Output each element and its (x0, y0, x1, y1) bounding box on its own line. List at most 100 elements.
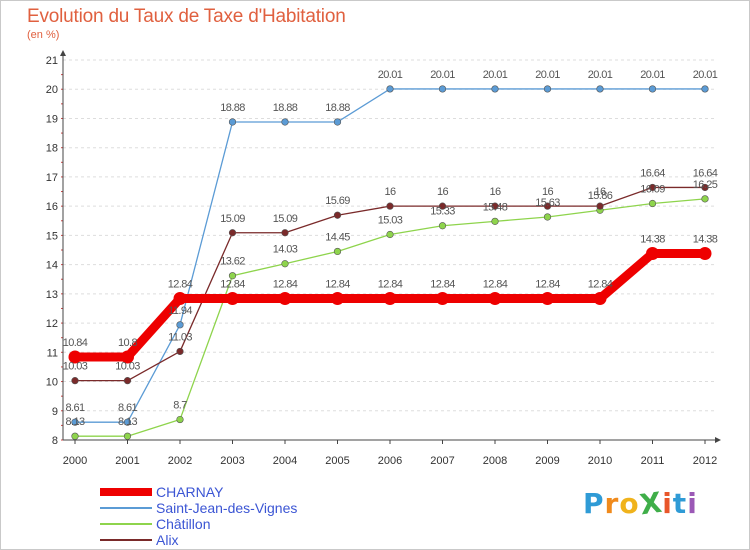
y-tick-label: 20 (46, 84, 58, 96)
data-point (543, 85, 552, 93)
y-tick-label: 10 (46, 377, 58, 389)
data-label: 15.48 (483, 201, 508, 213)
data-label: 10.8 (118, 337, 137, 349)
data-label: 20.01 (483, 69, 508, 81)
data-point (596, 202, 604, 210)
data-label: 10.03 (115, 361, 140, 373)
data-label: 20.01 (693, 69, 718, 81)
data-label: 15.63 (535, 197, 560, 209)
x-tick-label: 2006 (378, 455, 402, 467)
data-label: 12.84 (535, 279, 560, 291)
data-label: 16 (437, 186, 449, 198)
data-label: 16 (594, 186, 606, 198)
data-label: 15.86 (588, 190, 613, 202)
x-tick-label: 2005 (325, 455, 349, 467)
data-point (648, 183, 657, 192)
data-point (333, 118, 342, 126)
data-point (543, 202, 552, 210)
series-line-saint-jean-des-vignes (74, 88, 706, 423)
data-label: 16.09 (640, 184, 665, 196)
x-axis-arrow (715, 437, 721, 443)
data-label: 15.09 (273, 213, 298, 225)
data-point (701, 195, 709, 203)
data-label: 14.03 (273, 244, 298, 256)
data-point (176, 415, 184, 424)
data-point (278, 292, 292, 306)
legend-label: Alix (156, 532, 179, 548)
data-point (281, 260, 289, 268)
data-label: 13.62 (220, 256, 245, 268)
data-point (281, 229, 289, 237)
data-label: 20.01 (588, 69, 613, 81)
data-point (176, 321, 184, 329)
y-tick-label: 19 (46, 113, 58, 125)
logo-letter: P (583, 487, 605, 520)
data-point (71, 377, 79, 385)
data-label: 20.01 (640, 69, 665, 81)
data-point (488, 292, 502, 306)
y-tick-label: 12 (46, 318, 58, 330)
x-tick-label: 2010 (588, 455, 612, 467)
y-tick-label: 13 (46, 289, 58, 301)
data-label: 12.84 (588, 279, 613, 291)
logo-letter: i (662, 487, 673, 520)
data-point (176, 347, 184, 356)
y-tick-label: 9 (52, 406, 58, 418)
y-tick-label: 16 (46, 201, 58, 213)
data-label: 15.33 (430, 206, 455, 218)
data-point (438, 85, 447, 93)
data-label: 14.45 (325, 231, 350, 243)
data-label: 10.03 (63, 361, 88, 373)
data-point (331, 292, 344, 306)
logo-letter: t (672, 487, 688, 520)
x-tick-label: 2004 (273, 455, 297, 467)
data-label: 11.03 (168, 331, 192, 343)
data-label: 16 (489, 186, 501, 198)
data-label: 8.61 (65, 402, 84, 414)
data-point (491, 85, 499, 93)
data-label: 12.84 (430, 279, 455, 291)
data-point (491, 217, 499, 225)
data-point (281, 118, 289, 126)
data-label: 18.88 (273, 102, 298, 114)
data-label: 12.84 (483, 279, 508, 291)
x-tick-label: 2000 (63, 455, 87, 467)
x-tick-label: 2002 (168, 455, 192, 467)
y-tick-label: 8 (52, 435, 58, 447)
x-tick-label: 2011 (641, 455, 665, 467)
data-label: 12.84 (378, 279, 403, 291)
y-tick-label: 15 (46, 230, 58, 242)
data-label: 20.01 (535, 69, 560, 81)
data-label: 16.25 (693, 179, 718, 191)
logo-letter: o (619, 487, 640, 520)
data-point (333, 211, 342, 219)
legend-swatch (100, 523, 152, 525)
data-point (71, 418, 79, 426)
data-point (593, 292, 607, 306)
legend-swatch (100, 488, 152, 496)
data-point (648, 85, 657, 93)
x-tick-label: 2007 (430, 455, 454, 467)
data-point (646, 247, 659, 261)
data-label: 8.13 (65, 416, 84, 428)
data-label: 14.38 (693, 234, 718, 246)
data-point (541, 292, 554, 306)
data-point (543, 213, 552, 221)
data-label: 12.84 (220, 279, 245, 291)
data-point (123, 432, 132, 440)
data-point (436, 292, 449, 306)
data-point (226, 292, 239, 306)
data-point (228, 118, 237, 126)
data-point (173, 292, 187, 306)
x-tick-label: 2008 (483, 455, 507, 467)
y-tick-label: 17 (46, 172, 58, 184)
chart-title: Evolution du Taux de Taxe d'Habitation (27, 6, 346, 27)
data-label: 15.03 (378, 215, 403, 227)
data-point (121, 350, 134, 364)
y-tick-label: 18 (46, 143, 58, 155)
legend-swatch (100, 507, 152, 509)
data-point (68, 350, 82, 364)
data-label: 15.69 (325, 195, 350, 207)
data-point (698, 247, 712, 261)
